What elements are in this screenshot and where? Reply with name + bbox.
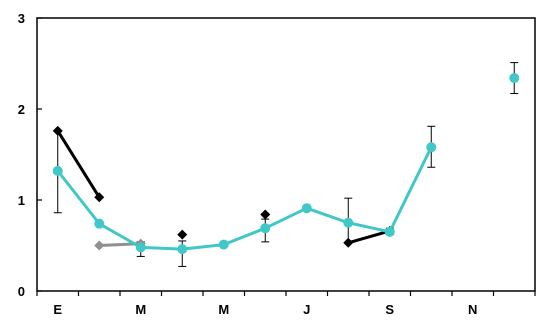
series-2-point [384,226,395,237]
series-2-line-segment [222,226,267,247]
series-2-line-segment [180,243,226,251]
series-2-line-segment [139,245,184,251]
series-2-point [218,239,229,250]
series-0-line-segment [56,129,101,199]
series-2-point [426,142,437,153]
series-0-point [177,229,188,240]
x-tick-label: N [468,302,477,317]
x-tick-label: M [218,302,229,317]
series-2-point [177,244,188,255]
series-0-point [94,192,105,203]
series-2-point [52,165,63,176]
series-0-point [52,125,63,136]
y-tick-label: 2 [18,102,25,117]
y-tick-label: 1 [18,193,25,208]
y-tick-label: 3 [18,11,25,26]
series-0-point [260,209,271,220]
x-tick-label: M [135,302,146,317]
series-2-line-segment [305,206,350,225]
series-2-line-segment [263,206,309,230]
y-tick-label: 0 [18,284,25,299]
series-2-line-segment [346,221,392,234]
series-1-point [94,240,105,251]
plot-frame [36,17,536,292]
series-2-point [343,217,354,228]
series-2-point [301,203,312,214]
series-2-line-segment [388,145,433,234]
x-tick-label: S [385,302,394,317]
series-2-line-segment [56,169,101,226]
series-0-point [343,237,354,248]
series-0-line-segment [346,229,392,245]
series-2-point [509,73,520,84]
series-2-point [135,242,146,253]
series-2-line-segment [97,222,143,249]
x-tick-label: E [53,302,62,317]
x-tick-label: J [303,302,310,317]
series-2-point [94,218,105,229]
series-2-point [260,223,271,234]
